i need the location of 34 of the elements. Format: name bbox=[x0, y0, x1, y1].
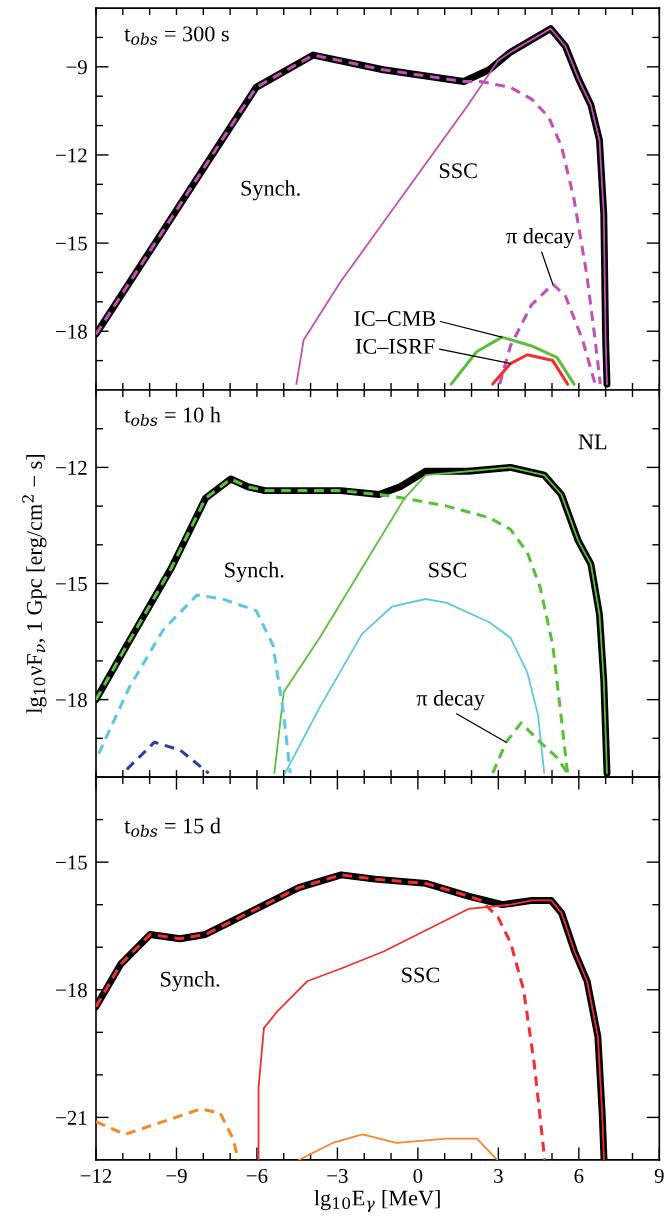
x-tick-label: −9 bbox=[166, 1168, 187, 1183]
y-tick-label: −18 bbox=[56, 693, 87, 708]
x-tick-label: 0 bbox=[413, 1168, 423, 1183]
annotation: SSC bbox=[439, 163, 477, 179]
y-tick-label: −15 bbox=[56, 576, 87, 591]
annotation: π decay bbox=[506, 227, 575, 249]
x-tick-label: −3 bbox=[327, 1168, 348, 1183]
x-tick-label: 9 bbox=[654, 1168, 664, 1183]
annotation: Synch. bbox=[241, 180, 300, 201]
annotation: IC–ISRF bbox=[355, 338, 435, 354]
x-tick-label: −12 bbox=[80, 1168, 112, 1183]
annotation: SSC bbox=[402, 967, 440, 983]
annotation: Synch. bbox=[161, 971, 220, 992]
annotation: NL bbox=[578, 434, 607, 450]
x-tick-label: −6 bbox=[246, 1168, 268, 1183]
annotation: SSC bbox=[429, 562, 467, 578]
annotation: Synch. bbox=[225, 561, 284, 583]
annotation: IC–CMB bbox=[354, 311, 436, 326]
y-tick-label: −9 bbox=[66, 60, 87, 75]
annotation: t$_{obs}$ = 300 s bbox=[124, 26, 229, 45]
x-tick-label: 3 bbox=[494, 1168, 503, 1183]
y-tick-label: −12 bbox=[56, 148, 87, 163]
x-tick-label: 6 bbox=[574, 1168, 584, 1183]
annotation: t$_{obs}$ = 15 d bbox=[124, 817, 221, 837]
annotation: π decay bbox=[416, 690, 485, 711]
y-tick-label: −15 bbox=[56, 236, 87, 251]
y-tick-label: −15 bbox=[56, 855, 87, 870]
y-axis-title: lg$_{10}$νF$_{ν}$, 1 Gpc [erg/cm$^{2}$ − s] bbox=[22, 455, 47, 714]
x-axis-title: lg$_{10}$E$_{γ}$ [MeV] bbox=[314, 1189, 440, 1213]
y-tick-label: −18 bbox=[56, 983, 87, 998]
y-tick-label: −12 bbox=[56, 460, 87, 475]
y-tick-label: −18 bbox=[56, 324, 87, 339]
annotation: t$_{obs}$ = 10 h bbox=[124, 406, 221, 426]
y-tick-label: −21 bbox=[56, 1110, 87, 1125]
